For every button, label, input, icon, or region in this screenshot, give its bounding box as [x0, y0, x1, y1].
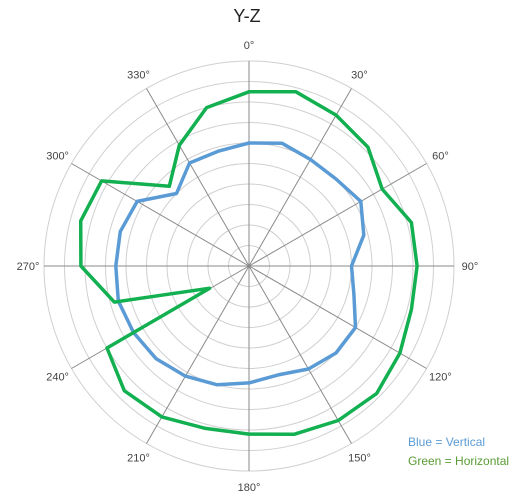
- angle-tick-labels: 0° 30° 60° 90° 120° 150° 180° 210° 240° 270° 300° 3…: [17, 40, 479, 494]
- grid-spoke: [248, 265, 427, 369]
- angle-tick-label: 120°: [429, 372, 452, 384]
- angle-tick-label: 180°: [238, 482, 261, 494]
- angle-tick-label: 210°: [127, 452, 150, 464]
- angle-tick-label: 0°: [244, 40, 255, 52]
- angle-tick-label: 30°: [351, 70, 368, 82]
- angle-tick-label: 240°: [46, 372, 69, 384]
- angle-tick-label: 90°: [462, 261, 479, 273]
- angle-tick-label: 270°: [17, 261, 40, 273]
- angular-grid: [44, 61, 454, 471]
- angle-tick-label: 60°: [432, 151, 449, 163]
- grid-spoke: [146, 265, 250, 444]
- series-lines: [78, 89, 419, 437]
- angle-tick-label: 330°: [127, 70, 150, 82]
- grid-spoke: [71, 163, 250, 267]
- grid-spoke: [248, 88, 352, 267]
- vertical-series-line: [114, 141, 366, 387]
- horizontal-series-line: [78, 89, 419, 437]
- angle-tick-label: 300°: [46, 151, 69, 163]
- legend-blue: Blue = Vertical: [408, 435, 485, 449]
- grid-spoke: [248, 163, 427, 267]
- angle-tick-label: 150°: [348, 452, 371, 464]
- grid-spoke: [146, 88, 250, 267]
- grid-spoke: [248, 265, 352, 444]
- legend-green: Green = Horizontal: [408, 454, 509, 468]
- chart-title: Y-Z: [233, 6, 260, 26]
